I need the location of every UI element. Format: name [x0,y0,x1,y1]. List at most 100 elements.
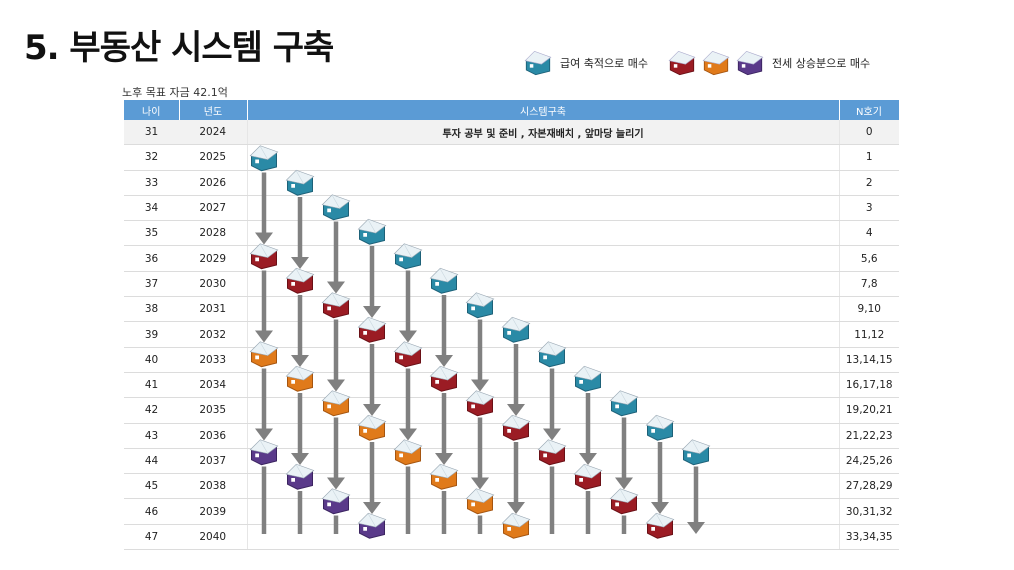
cell-year: 2032 [179,321,247,348]
header-age: 나이 [124,100,180,120]
house-icon-salary [645,414,675,441]
chain-arrow [471,319,489,392]
house-icon-red [429,365,459,392]
table-row: 37 2030 7,8 [124,271,899,298]
house-icon-orange [702,50,730,76]
cell-age: 46 [124,498,179,525]
table-row: 32 2025 1 [124,144,899,171]
cell-age: 36 [124,245,179,272]
house-icon-red [465,390,495,417]
cell-age: 45 [124,473,179,500]
cell-system [246,271,840,298]
cell-year: 2033 [179,347,247,373]
cell-year: 2028 [179,220,247,247]
cell-year: 2026 [179,170,247,196]
house-icon-orange [357,414,387,441]
chain-arrow [327,221,345,294]
cell-age: 38 [124,296,179,323]
chain-arrow [363,344,381,416]
chain-arrow [255,172,273,245]
cell-year: 2025 [179,144,247,171]
chain-arrow [507,344,525,416]
legend-jeonse-label: 전세 상승분으로 매수 [772,57,871,70]
cell-year: 2036 [179,423,247,449]
cell-n-unit: 13,14,15 [839,347,899,373]
cell-system [246,220,840,247]
cell-n-unit: 2 [839,170,899,196]
cell-n-unit: 16,17,18 [839,372,899,399]
cell-n-unit: 30,31,32 [839,498,899,525]
cell-n-unit: 5,6 [839,245,899,272]
house-icon-red [249,243,279,270]
cell-year: 2037 [179,448,247,475]
cell-year: 2035 [179,397,247,424]
cell-n-unit: 11,12 [839,321,899,348]
chain-arrow [435,295,453,367]
cell-age: 33 [124,170,179,196]
table-row: 36 2029 5,6 [124,245,899,272]
house-icon-salary [321,194,351,221]
header-system: 시스템구축 [247,100,840,120]
cell-n-unit: 19,20,21 [839,397,899,424]
cell-year: 2027 [179,195,247,222]
table-row: 41 2034 16,17,18 [124,372,899,399]
chain-arrow-end [687,466,705,534]
house-icon-orange [501,512,531,539]
cell-age: 44 [124,448,179,475]
house-icon-purple [736,50,764,76]
cell-age: 37 [124,271,179,298]
house-icon-salary [393,243,423,270]
cell-year: 2040 [179,524,247,551]
chain-arrow [615,417,633,490]
cell-system [246,372,840,399]
chain-arrow [651,442,669,514]
house-icon-purple [357,512,387,539]
chain-arrow [363,442,381,514]
table-row: 43 2036 21,22,23 [124,423,899,449]
cell-n-unit: 3 [839,195,899,222]
target-fund-label: 노후 목표 자금 42.1억 [122,86,228,99]
cell-age: 35 [124,220,179,247]
page-title: 5. 부동산 시스템 구축 [24,28,334,68]
cell-system [246,144,840,171]
house-icon-salary [357,218,387,245]
house-icon-salary [681,439,711,466]
cell-n-unit: 0 [839,120,899,146]
house-icon-red [609,488,639,515]
chain-arrow [291,197,309,269]
house-icon-purple [249,439,279,466]
house-icon-salary [537,341,567,368]
cell-year: 2038 [179,473,247,500]
legend-salary-label: 급여 축적으로 매수 [560,57,648,70]
chain-arrow [291,295,309,367]
header-n-unit: N호기 [839,100,900,120]
house-icon-salary [285,169,315,196]
cell-age: 31 [124,120,179,146]
cell-system [246,524,840,551]
table-row: 35 2028 4 [124,220,899,247]
cell-n-unit: 27,28,29 [839,473,899,500]
house-icon-salary [429,267,459,294]
cell-system [246,170,840,196]
cell-age: 34 [124,195,179,222]
cell-n-unit: 1 [839,144,899,171]
cell-age: 40 [124,347,179,373]
cell-age: 47 [124,524,179,551]
house-icon-red [645,512,675,539]
house-icon-red [573,463,603,490]
chain-arrow [363,246,381,318]
house-icon-red [501,414,531,441]
chain-arrow [255,368,273,441]
house-icon-red [285,267,315,294]
cell-n-unit: 4 [839,220,899,247]
legend-jeonse: 전세 상승분으로 매수 [668,50,870,76]
cell-year: 2024 [179,120,247,146]
house-icon-orange [465,488,495,515]
cell-year: 2031 [179,296,247,323]
house-icon-orange [321,390,351,417]
house-icon-orange [393,439,423,466]
chain-arrow [327,319,345,392]
chain-arrow [255,270,273,343]
legend-salary: 급여 축적으로 매수 [524,50,648,76]
cell-n-unit: 21,22,23 [839,423,899,449]
